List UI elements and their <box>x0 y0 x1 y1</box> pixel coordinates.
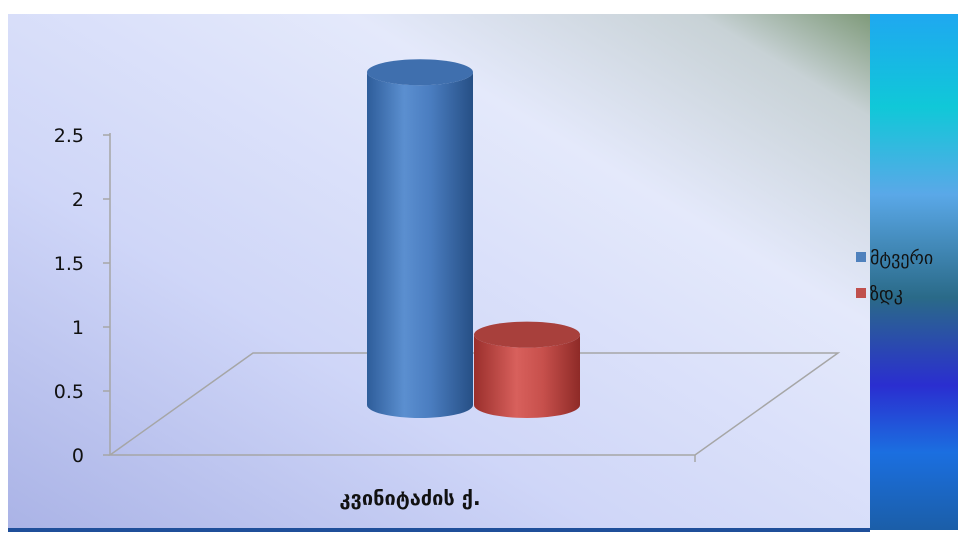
side-decoration-strip <box>870 14 958 530</box>
y-tick-label: 1 <box>72 317 84 339</box>
y-tick-label: 0 <box>72 445 84 467</box>
legend-swatch-dust <box>856 252 866 262</box>
bar-dust <box>367 59 473 418</box>
chart-floor <box>107 352 841 456</box>
x-category-label: კვინიტაძის ქ. <box>339 486 480 510</box>
bar-mac-body <box>474 334 580 418</box>
legend-label-mac: ზდკ <box>870 284 903 305</box>
y-tick-label: 2.5 <box>54 125 84 147</box>
legend-swatch-mac <box>856 288 866 298</box>
y-tick-label: 1.5 <box>54 253 84 275</box>
legend-label-dust: მტვერი <box>870 248 933 269</box>
bar-mac <box>474 321 580 418</box>
y-tick-label: 2 <box>72 189 84 211</box>
bar-dust-body <box>367 72 473 418</box>
y-tick-label: 0.5 <box>54 381 84 403</box>
bar-dust-top <box>367 59 473 86</box>
legend: მტვერი ზდკ <box>856 248 933 305</box>
bar-mac-top <box>474 321 580 348</box>
